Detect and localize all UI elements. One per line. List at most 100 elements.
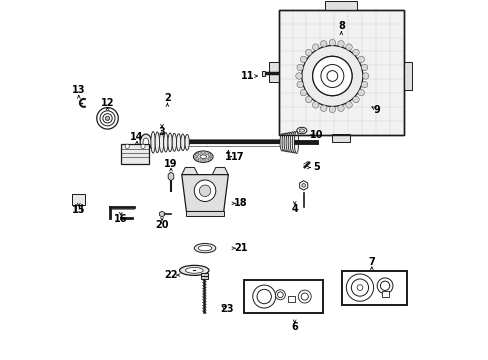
Text: 15: 15 (72, 206, 85, 216)
Text: 12: 12 (101, 98, 114, 108)
Text: 3: 3 (158, 127, 165, 136)
Ellipse shape (193, 151, 213, 162)
Ellipse shape (280, 134, 284, 151)
Circle shape (105, 117, 109, 120)
Ellipse shape (282, 134, 286, 151)
Circle shape (352, 49, 358, 56)
Polygon shape (182, 167, 198, 175)
Bar (287, 296, 295, 302)
Ellipse shape (287, 132, 292, 152)
Circle shape (275, 290, 285, 300)
Bar (186, 211, 223, 216)
Text: 5: 5 (312, 162, 319, 172)
Circle shape (194, 180, 215, 202)
Ellipse shape (140, 134, 151, 150)
Ellipse shape (198, 246, 211, 251)
Bar (261, 71, 265, 76)
Ellipse shape (176, 134, 181, 151)
Circle shape (312, 102, 318, 108)
Ellipse shape (172, 134, 176, 151)
Circle shape (198, 159, 201, 162)
Circle shape (207, 157, 210, 160)
Circle shape (301, 45, 362, 107)
Text: 2: 2 (163, 93, 170, 103)
Circle shape (198, 152, 201, 155)
Circle shape (361, 64, 367, 71)
Circle shape (195, 157, 198, 160)
Circle shape (199, 185, 210, 197)
Circle shape (328, 106, 335, 113)
Circle shape (205, 159, 208, 162)
Ellipse shape (296, 127, 306, 134)
Circle shape (353, 282, 365, 293)
Circle shape (320, 64, 343, 87)
Circle shape (328, 40, 335, 46)
Polygon shape (212, 167, 228, 175)
Circle shape (320, 64, 343, 87)
Ellipse shape (290, 132, 294, 153)
Text: 14: 14 (130, 132, 143, 142)
Ellipse shape (151, 132, 155, 153)
Ellipse shape (185, 267, 203, 273)
Circle shape (300, 89, 306, 96)
Bar (325, 1, 357, 10)
Circle shape (380, 281, 389, 291)
Circle shape (312, 56, 351, 96)
Text: 19: 19 (164, 159, 177, 169)
Text: 8: 8 (337, 21, 344, 31)
Circle shape (361, 81, 367, 88)
Circle shape (298, 290, 310, 303)
Bar (332, 134, 349, 142)
Ellipse shape (200, 155, 206, 158)
Circle shape (305, 96, 311, 103)
Circle shape (362, 73, 368, 79)
Circle shape (337, 41, 344, 47)
Bar (201, 273, 207, 279)
Bar (278, 10, 403, 135)
Polygon shape (159, 211, 164, 217)
Text: 17: 17 (230, 152, 244, 162)
Circle shape (337, 105, 344, 112)
Circle shape (141, 144, 145, 148)
Text: 9: 9 (373, 105, 380, 115)
Circle shape (125, 144, 129, 148)
Ellipse shape (285, 133, 290, 152)
Ellipse shape (167, 133, 172, 152)
Ellipse shape (155, 132, 159, 153)
Ellipse shape (294, 131, 298, 153)
Ellipse shape (159, 132, 163, 152)
Circle shape (252, 285, 275, 308)
Circle shape (296, 64, 303, 71)
Text: 13: 13 (72, 85, 85, 95)
Text: 10: 10 (309, 130, 322, 140)
Circle shape (320, 105, 326, 112)
Bar (121, 144, 148, 164)
Text: 21: 21 (234, 243, 247, 253)
Circle shape (346, 274, 373, 301)
Circle shape (301, 184, 305, 187)
Circle shape (345, 44, 351, 50)
Circle shape (202, 151, 204, 154)
Text: 7: 7 (367, 257, 374, 267)
Ellipse shape (284, 133, 288, 152)
Circle shape (207, 153, 210, 156)
Bar (268, 62, 279, 82)
Ellipse shape (299, 129, 304, 132)
Circle shape (257, 289, 271, 304)
Circle shape (356, 285, 362, 291)
Circle shape (277, 292, 283, 298)
Circle shape (352, 96, 358, 103)
Polygon shape (168, 172, 173, 181)
Text: 23: 23 (220, 304, 233, 314)
Ellipse shape (194, 243, 215, 253)
Bar (244, 280, 323, 313)
Text: 1: 1 (224, 152, 231, 162)
Circle shape (300, 56, 306, 63)
Circle shape (296, 81, 303, 88)
Text: 22: 22 (164, 270, 177, 280)
Ellipse shape (179, 265, 208, 275)
Circle shape (357, 89, 364, 96)
Circle shape (195, 153, 198, 156)
Bar (278, 10, 403, 135)
Circle shape (312, 44, 318, 50)
